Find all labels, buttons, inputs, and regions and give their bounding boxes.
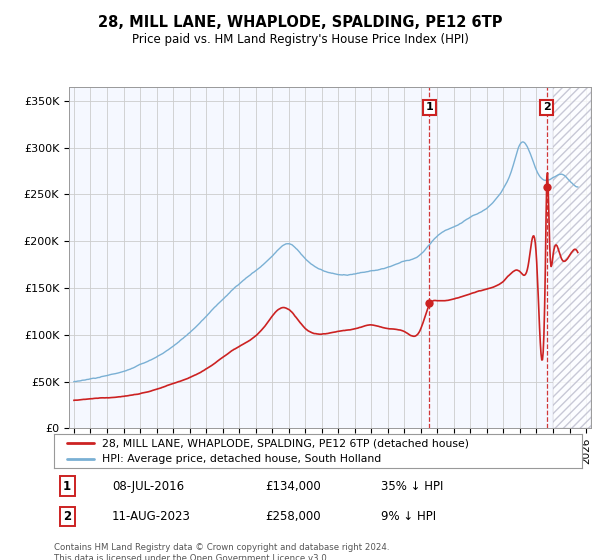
- Text: 2: 2: [542, 102, 550, 113]
- Text: 2: 2: [63, 510, 71, 523]
- Text: 28, MILL LANE, WHAPLODE, SPALDING, PE12 6TP (detached house): 28, MILL LANE, WHAPLODE, SPALDING, PE12 …: [101, 438, 469, 448]
- Bar: [553, 87, 591, 428]
- Text: 08-JUL-2016: 08-JUL-2016: [112, 479, 184, 493]
- Text: Price paid vs. HM Land Registry's House Price Index (HPI): Price paid vs. HM Land Registry's House …: [131, 32, 469, 46]
- Text: 35% ↓ HPI: 35% ↓ HPI: [382, 479, 444, 493]
- Text: 1: 1: [63, 479, 71, 493]
- Text: 9% ↓ HPI: 9% ↓ HPI: [382, 510, 436, 523]
- Text: 1: 1: [425, 102, 433, 113]
- Bar: [553, 87, 591, 428]
- Text: Contains HM Land Registry data © Crown copyright and database right 2024.
This d: Contains HM Land Registry data © Crown c…: [54, 543, 389, 560]
- Text: 11-AUG-2023: 11-AUG-2023: [112, 510, 191, 523]
- Text: £134,000: £134,000: [265, 479, 321, 493]
- Text: £258,000: £258,000: [265, 510, 321, 523]
- Text: HPI: Average price, detached house, South Holland: HPI: Average price, detached house, Sout…: [101, 454, 381, 464]
- Text: 28, MILL LANE, WHAPLODE, SPALDING, PE12 6TP: 28, MILL LANE, WHAPLODE, SPALDING, PE12 …: [98, 15, 502, 30]
